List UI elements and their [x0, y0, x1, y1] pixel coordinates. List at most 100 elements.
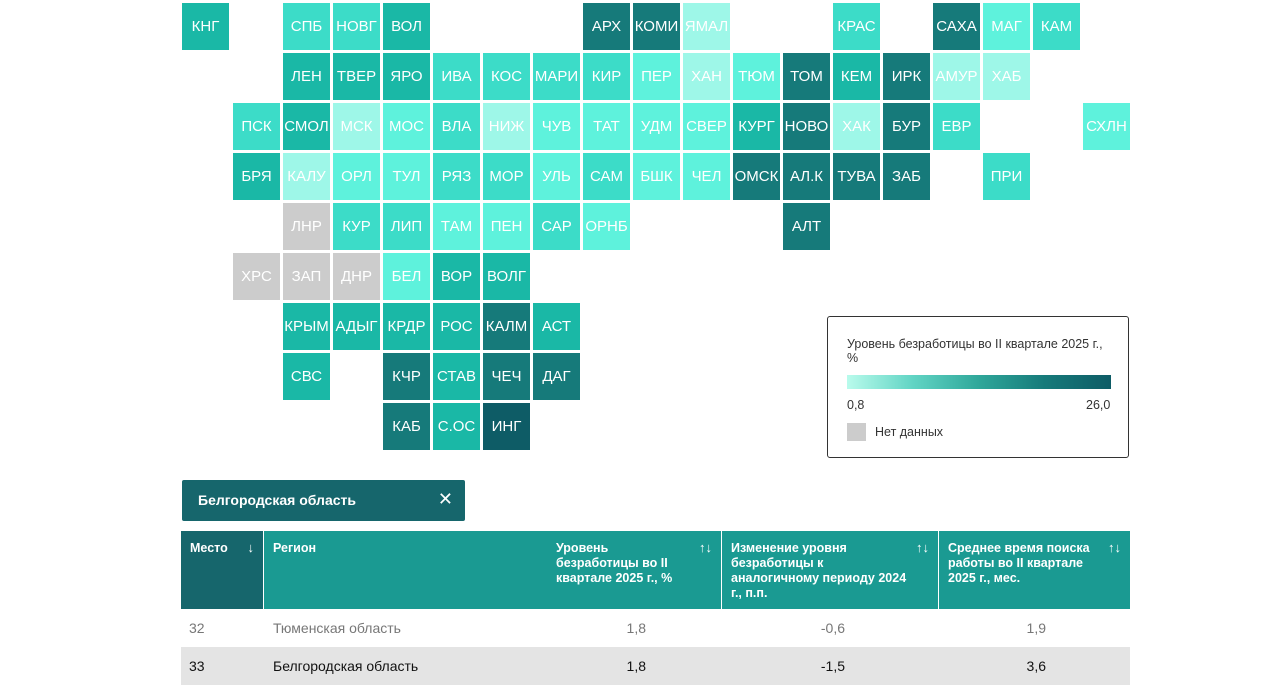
region-tile[interactable]: ИРК	[883, 53, 930, 100]
sort-icon[interactable]: ↑↓	[916, 540, 929, 555]
region-tile[interactable]: СВЕР	[683, 103, 730, 150]
region-tile[interactable]: ОМСК	[733, 153, 780, 200]
region-tile[interactable]: ВОР	[433, 253, 480, 300]
region-tile[interactable]: С.ОС	[433, 403, 480, 450]
region-tile[interactable]: МАГ	[983, 3, 1030, 50]
region-tile[interactable]: АЛ.К	[783, 153, 830, 200]
sort-icon[interactable]: ↑↓	[699, 540, 712, 555]
region-tile[interactable]: САМ	[583, 153, 630, 200]
region-tile[interactable]: СМОЛ	[283, 103, 330, 150]
region-tile[interactable]: ЯРО	[383, 53, 430, 100]
legend-max-value: 26,0	[1086, 398, 1111, 412]
region-tile[interactable]: ЗАП	[283, 253, 330, 300]
region-tile[interactable]: ТВЕР	[333, 53, 380, 100]
region-tile[interactable]: КОМИ	[633, 3, 680, 50]
region-tile[interactable]: ПЕР	[633, 53, 680, 100]
region-tile[interactable]: КИР	[583, 53, 630, 100]
region-tile[interactable]: АЛТ	[783, 203, 830, 250]
sort-down-icon[interactable]: ↓	[247, 540, 255, 555]
region-tile[interactable]: ТОМ	[783, 53, 830, 100]
region-tile[interactable]: БРЯ	[233, 153, 280, 200]
region-tile[interactable]: ПЕН	[483, 203, 530, 250]
region-tile[interactable]: ИНГ	[483, 403, 530, 450]
column-header-change[interactable]: Изменение уровня безработицы к аналогичн…	[722, 531, 939, 609]
region-tile[interactable]: УДМ	[633, 103, 680, 150]
region-tile[interactable]: ЗАБ	[883, 153, 930, 200]
region-tile[interactable]: ХАК	[833, 103, 880, 150]
region-tile[interactable]: ДАГ	[533, 353, 580, 400]
region-tile[interactable]: ПСК	[233, 103, 280, 150]
region-tile[interactable]: КАМ	[1033, 3, 1080, 50]
region-tile[interactable]: САХА	[933, 3, 980, 50]
region-tile[interactable]: НОВО	[783, 103, 830, 150]
region-tile[interactable]: ВОЛГ	[483, 253, 530, 300]
region-tile[interactable]: ЛЕН	[283, 53, 330, 100]
region-tile[interactable]: ЯМАЛ	[683, 3, 730, 50]
region-tile[interactable]: ТУЛ	[383, 153, 430, 200]
region-tile[interactable]: ОРНБ	[583, 203, 630, 250]
legend-color-scale	[847, 375, 1111, 389]
region-tile[interactable]: КОС	[483, 53, 530, 100]
sort-icon[interactable]: ↑↓	[1108, 540, 1121, 555]
region-tile[interactable]: БШК	[633, 153, 680, 200]
region-tile[interactable]: СВС	[283, 353, 330, 400]
selected-region-chip[interactable]: Белгородская область ✕	[182, 480, 465, 521]
region-tile[interactable]: ПРИ	[983, 153, 1030, 200]
region-tile[interactable]: СПБ	[283, 3, 330, 50]
region-tile[interactable]: ЕВР	[933, 103, 980, 150]
region-tile[interactable]: КАЛМ	[483, 303, 530, 350]
region-tile[interactable]: НИЖ	[483, 103, 530, 150]
region-tile[interactable]: ЛНР	[283, 203, 330, 250]
column-header-search-time[interactable]: Среднее время поиска работы во II кварта…	[939, 531, 1130, 609]
region-tile[interactable]: ЧУВ	[533, 103, 580, 150]
region-tile[interactable]: ТАТ	[583, 103, 630, 150]
region-tile[interactable]: СХЛН	[1083, 103, 1130, 150]
region-tile[interactable]: ХАН	[683, 53, 730, 100]
table-row[interactable]: 32 Тюменская область 1,8 -0,6 1,9	[181, 609, 1130, 647]
region-tile[interactable]: КРЫМ	[283, 303, 330, 350]
region-tile[interactable]: АРХ	[583, 3, 630, 50]
region-tile[interactable]: ЧЕЧ	[483, 353, 530, 400]
region-tile[interactable]: УЛЬ	[533, 153, 580, 200]
region-tile[interactable]: КЕМ	[833, 53, 880, 100]
region-tile[interactable]: АДЫГ	[333, 303, 380, 350]
region-tile[interactable]: ХАБ	[983, 53, 1030, 100]
region-tile[interactable]: ЛИП	[383, 203, 430, 250]
region-tile[interactable]: МОР	[483, 153, 530, 200]
region-tile[interactable]: АМУР	[933, 53, 980, 100]
region-tile[interactable]: ТЮМ	[733, 53, 780, 100]
region-tile[interactable]: ХРС	[233, 253, 280, 300]
region-tile[interactable]: РОС	[433, 303, 480, 350]
region-tile[interactable]: КУРГ	[733, 103, 780, 150]
region-tile[interactable]: БУР	[883, 103, 930, 150]
region-tile[interactable]: КРДР	[383, 303, 430, 350]
region-tile[interactable]: ДНР	[333, 253, 380, 300]
region-tile[interactable]: ОРЛ	[333, 153, 380, 200]
column-header-rate[interactable]: Уровень безработицы во II квартале 2025 …	[547, 531, 722, 609]
region-tile[interactable]: АСТ	[533, 303, 580, 350]
region-tile[interactable]: КУР	[333, 203, 380, 250]
region-tile[interactable]: МОС	[383, 103, 430, 150]
column-header-place[interactable]: Место ↓	[181, 531, 264, 609]
region-tile[interactable]: ИВА	[433, 53, 480, 100]
region-tile[interactable]: САР	[533, 203, 580, 250]
region-tile[interactable]: ВОЛ	[383, 3, 430, 50]
region-tile[interactable]: ТАМ	[433, 203, 480, 250]
region-tile[interactable]: БЕЛ	[383, 253, 430, 300]
region-tile[interactable]: КНГ	[182, 3, 229, 50]
region-tile[interactable]: ТУВА	[833, 153, 880, 200]
table-row[interactable]: 33 Белгородская область 1,8 -1,5 3,6	[181, 647, 1130, 685]
region-tile[interactable]: ВЛА	[433, 103, 480, 150]
region-tile[interactable]: НОВГ	[333, 3, 380, 50]
region-tile[interactable]: ЧЕЛ	[683, 153, 730, 200]
region-tile[interactable]: МАРИ	[533, 53, 580, 100]
cell-rate: 1,8	[626, 620, 646, 636]
region-tile[interactable]: МСК	[333, 103, 380, 150]
region-tile[interactable]: СТАВ	[433, 353, 480, 400]
region-tile[interactable]: КАЛУ	[283, 153, 330, 200]
region-tile[interactable]: КРАС	[833, 3, 880, 50]
region-tile[interactable]: КЧР	[383, 353, 430, 400]
region-tile[interactable]: КАБ	[383, 403, 430, 450]
close-icon[interactable]: ✕	[437, 489, 453, 509]
region-tile[interactable]: РЯЗ	[433, 153, 480, 200]
